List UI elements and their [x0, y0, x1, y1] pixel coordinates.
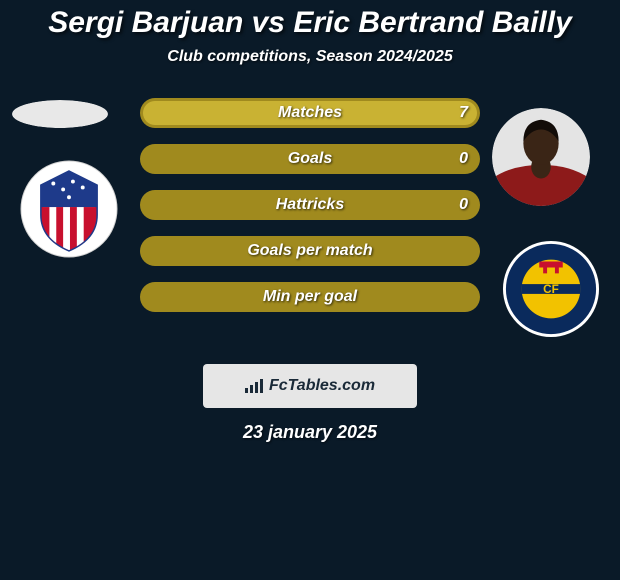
stat-row: Hattricks0: [140, 190, 480, 220]
player-left-club-badge: [20, 160, 118, 258]
stat-label: Matches: [140, 98, 480, 128]
stat-row: Matches7: [140, 98, 480, 128]
snapshot-date: 23 january 2025: [0, 422, 620, 443]
club-badge-right-icon: CF: [502, 240, 600, 338]
stat-row: Goals0: [140, 144, 480, 174]
stat-label: Hattricks: [140, 190, 480, 220]
stat-bars: Matches7Goals0Hattricks0Goals per matchM…: [140, 98, 480, 328]
stat-value-right: 0: [459, 190, 468, 220]
stat-value-right: 0: [459, 144, 468, 174]
comparison-title: Sergi Barjuan vs Eric Bertrand Bailly: [0, 0, 620, 40]
comparison-subtitle: Club competitions, Season 2024/2025: [0, 48, 620, 66]
stat-row: Goals per match: [140, 236, 480, 266]
stats-area: CF Matches7Goals0Hattricks0Goals per mat…: [0, 98, 620, 358]
player-right-avatar: [492, 108, 590, 206]
svg-text:CF: CF: [543, 283, 559, 296]
stat-value-right: 7: [459, 98, 468, 128]
watermark: FcTables.com: [203, 364, 417, 408]
player-avatar-icon: [492, 108, 590, 206]
player-right-club-badge: CF: [502, 240, 600, 338]
stat-label: Goals: [140, 144, 480, 174]
watermark-text: FcTables.com: [269, 377, 375, 395]
bar-chart-icon: [245, 379, 263, 393]
stat-row: Min per goal: [140, 282, 480, 312]
stat-label: Goals per match: [140, 236, 480, 266]
blank-avatar-icon: [12, 100, 108, 128]
stat-label: Min per goal: [140, 282, 480, 312]
player-left-avatar: [12, 100, 108, 128]
club-badge-left-icon: [20, 160, 118, 258]
